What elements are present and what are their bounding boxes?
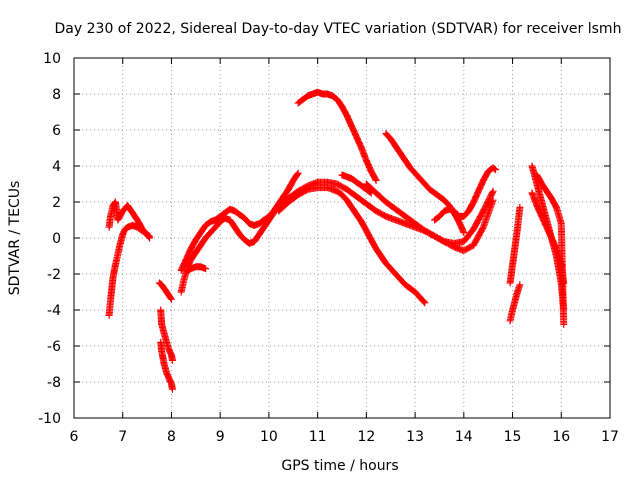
series-arc-c <box>155 279 175 303</box>
y-tick-label: -6 <box>47 339 61 355</box>
series-arc-i <box>294 88 380 184</box>
x-tick-label: 10 <box>260 429 278 445</box>
x-tick-label: 7 <box>118 429 127 445</box>
y-tick-label: 0 <box>52 231 61 247</box>
data-point-markers <box>431 164 499 224</box>
data-point-markers <box>506 203 524 287</box>
data-point-markers <box>275 184 429 307</box>
grid-lines <box>74 58 610 418</box>
series-arc-h <box>182 263 210 276</box>
x-tick-label: 17 <box>601 429 619 445</box>
y-tick-label: 2 <box>52 195 61 211</box>
x-tick-label: 6 <box>70 429 79 445</box>
y-axis-label: SDTVAR / TECUs <box>7 181 23 296</box>
series-arc-p <box>506 281 524 325</box>
series-arc-d <box>157 306 176 364</box>
series-arc-b <box>105 198 154 240</box>
y-tick-label: -4 <box>47 303 61 319</box>
data-point-markers <box>362 180 497 247</box>
x-tick-label: 11 <box>309 429 327 445</box>
series-arc-j <box>275 184 429 307</box>
y-tick-label: -2 <box>47 267 61 283</box>
x-tick-label: 15 <box>504 429 522 445</box>
series-arc-q <box>506 203 524 287</box>
x-tick-label: 8 <box>167 429 176 445</box>
series-layer <box>105 88 568 393</box>
y-tick-label: -8 <box>47 375 61 391</box>
x-tick-label: 16 <box>552 429 570 445</box>
y-tick-label: -10 <box>38 411 61 427</box>
data-point-markers <box>294 88 380 184</box>
chart-title: Day 230 of 2022, Sidereal Day-to-day VTE… <box>55 21 622 37</box>
x-axis-label: GPS time / hours <box>281 458 398 474</box>
series-arc-o <box>431 164 499 224</box>
series-arc-t <box>533 171 568 328</box>
x-tick-label: 12 <box>357 429 375 445</box>
data-point-markers <box>155 279 175 303</box>
data-point-markers <box>506 281 524 325</box>
series-arc-e <box>157 338 176 393</box>
data-point-markers <box>105 198 154 240</box>
x-tick-label: 14 <box>455 429 473 445</box>
series-arc-m <box>362 180 497 247</box>
x-tick-label: 9 <box>216 429 225 445</box>
data-point-markers <box>533 171 568 328</box>
series-arc-l <box>338 171 375 197</box>
x-tick-label: 13 <box>406 429 424 445</box>
y-tick-label: 4 <box>52 159 61 175</box>
y-tick-label: 10 <box>43 51 61 67</box>
data-point-markers <box>157 338 176 393</box>
y-tick-label: 6 <box>52 123 61 139</box>
data-point-markers <box>182 263 210 276</box>
y-tick-label: 8 <box>52 87 61 103</box>
data-point-markers <box>338 171 375 197</box>
axis-ticks: 6 7 8 9 10 11 12 13 14 15 16 17 -10 -8 -6 -4 -2 0 2 4 6 8 10 <box>38 51 619 445</box>
data-point-markers <box>157 306 176 364</box>
